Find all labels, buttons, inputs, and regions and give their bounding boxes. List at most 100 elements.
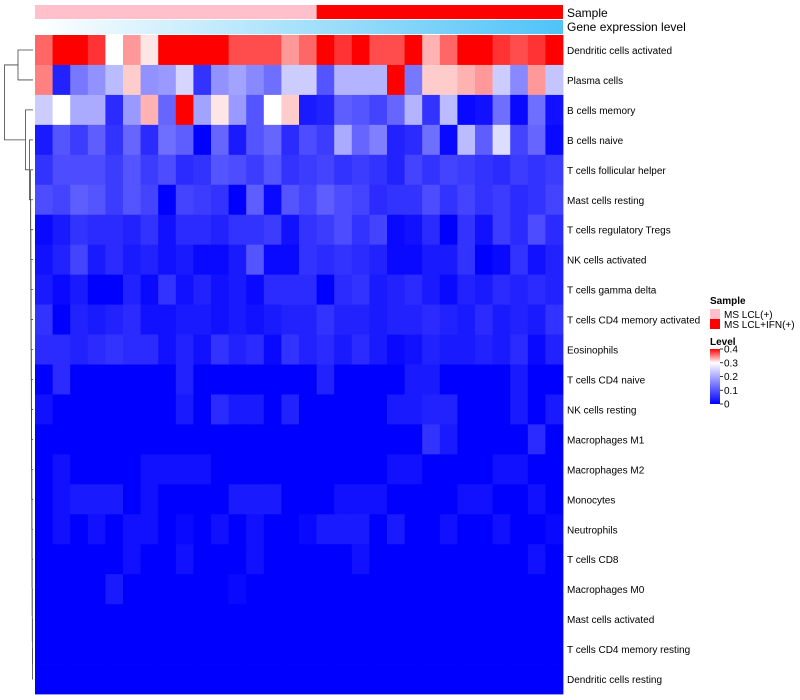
heatmap-cell <box>316 184 335 216</box>
heatmap-cell <box>35 244 53 276</box>
heatmap-cell <box>475 124 493 156</box>
heatmap-cell <box>422 454 441 485</box>
heatmap-cell <box>263 94 282 126</box>
heatmap-cell <box>316 35 335 66</box>
heatmap-cell <box>545 304 564 335</box>
heatmap-cell <box>475 514 493 545</box>
heatmap-cell <box>545 634 564 665</box>
heatmap-cell <box>263 124 282 156</box>
heatmap-cell <box>87 424 106 455</box>
heatmap-cell <box>545 514 564 545</box>
heatmap-cell <box>475 274 493 305</box>
heatmap-cell <box>123 184 141 216</box>
heatmap-cell <box>334 214 353 246</box>
legend-label-ms-lcl: MS LCL(+) <box>724 310 773 321</box>
heatmap-cell <box>140 574 159 605</box>
heatmap-cell <box>316 514 335 545</box>
heatmap-cell <box>351 364 370 395</box>
heatmap-cell <box>35 604 53 635</box>
heatmap-cell <box>70 514 89 545</box>
heatmap-cell <box>35 184 53 216</box>
heatmap-cell <box>387 364 405 395</box>
row-dendrogram <box>4 49 33 680</box>
heatmap-cell <box>87 124 106 156</box>
heatmap-cell <box>404 664 423 695</box>
heatmap-cell <box>439 574 458 605</box>
heatmap-cell <box>404 394 423 425</box>
heatmap-cell <box>193 244 212 276</box>
heatmap-cell <box>211 364 229 395</box>
heatmap-cell <box>316 124 335 156</box>
heatmap-cell <box>246 244 265 276</box>
heatmap-cell <box>123 334 141 365</box>
heatmap-cell <box>52 124 71 156</box>
heatmap-cell <box>299 604 317 635</box>
heatmap-cell <box>510 364 529 395</box>
heatmap-cell <box>105 424 124 455</box>
heatmap-cell <box>228 124 247 156</box>
heatmap-cell <box>492 244 511 276</box>
heatmap-cell <box>35 484 53 515</box>
heatmap-cell <box>545 35 564 66</box>
heatmap-cell <box>52 484 71 515</box>
heatmap-cell <box>334 35 353 66</box>
heatmap-cell <box>193 364 212 395</box>
heatmap-cell <box>158 454 177 485</box>
heatmap-cell <box>123 664 141 695</box>
heatmap-cell <box>545 664 564 695</box>
heatmap-cell <box>475 454 493 485</box>
heatmap-cell <box>545 544 564 575</box>
heatmap-cell <box>492 94 511 126</box>
heatmap-cell <box>316 94 335 126</box>
heatmap-cell <box>52 514 71 545</box>
heatmap-cell <box>439 514 458 545</box>
heatmap-cell <box>35 124 53 156</box>
row-label: Eosinophils <box>567 346 618 357</box>
row-label: T cells regulatory Tregs <box>567 226 671 237</box>
level-tick-label: 0 <box>724 400 730 411</box>
heatmap-cell <box>404 634 423 665</box>
heatmap-cell <box>281 574 300 605</box>
heatmap-cell <box>334 334 353 365</box>
heatmap-cell <box>510 394 529 425</box>
heatmap-cells <box>35 35 564 695</box>
heatmap-cell <box>263 154 282 186</box>
heatmap-cell <box>299 154 317 186</box>
heatmap-cell <box>422 484 441 515</box>
heatmap-cell <box>316 334 335 365</box>
heatmap-cell <box>87 394 106 425</box>
heatmap-cell <box>140 604 159 635</box>
heatmap-cell <box>35 64 53 96</box>
annotation-label-sample: Sample <box>567 6 608 20</box>
heatmap-cell <box>246 424 265 455</box>
heatmap-cell <box>281 334 300 365</box>
heatmap-cell <box>334 604 353 635</box>
heatmap-cell <box>492 184 511 216</box>
level-tick-label: 0.2 <box>724 372 738 383</box>
heatmap-cell <box>545 484 564 515</box>
heatmap-cell <box>87 484 106 515</box>
legend-title-sample: Sample <box>710 296 746 307</box>
heatmap-cell <box>281 64 300 96</box>
heatmap-cell <box>475 154 493 186</box>
heatmap-cell <box>158 184 177 216</box>
heatmap-cell <box>510 604 529 635</box>
heatmap-cell <box>492 514 511 545</box>
heatmap-cell <box>158 94 177 126</box>
heatmap-cell <box>510 64 529 96</box>
heatmap-cell <box>475 334 493 365</box>
heatmap-cell <box>193 35 212 66</box>
heatmap-cell <box>492 154 511 186</box>
heatmap-cell <box>70 454 89 485</box>
heatmap-cell <box>193 154 212 186</box>
heatmap-cell <box>193 514 212 545</box>
heatmap-cell <box>35 664 53 695</box>
heatmap-cell <box>527 454 546 485</box>
heatmap-cell <box>158 214 177 246</box>
heatmap-cell <box>193 664 212 695</box>
row-label: T cells CD4 memory resting <box>567 645 690 656</box>
heatmap-cell <box>263 394 282 425</box>
heatmap-cell <box>87 154 106 186</box>
heatmap-cell <box>527 64 546 96</box>
heatmap-cell <box>299 484 317 515</box>
